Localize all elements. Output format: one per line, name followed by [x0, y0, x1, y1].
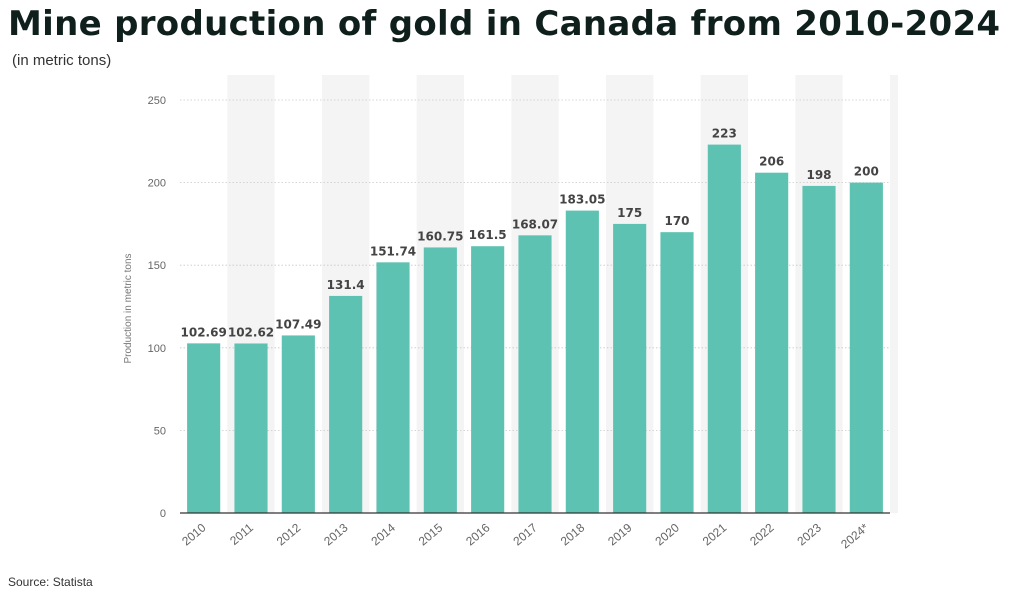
x-tick-label: 2018 [558, 520, 588, 548]
bar [423, 247, 457, 514]
chart-subtitle: (in metric tons) [12, 52, 112, 69]
bar [565, 210, 599, 514]
bar [707, 144, 741, 513]
x-tick-label: 2014 [368, 520, 398, 548]
x-tick-label: 2011 [227, 520, 256, 548]
x-tick-label: 2015 [416, 520, 446, 548]
bar [660, 232, 694, 513]
bar-value-label: 200 [854, 165, 879, 179]
bar-value-label: 168.07 [512, 217, 558, 231]
bar [376, 262, 410, 513]
bar [234, 343, 268, 513]
bar [755, 172, 789, 514]
x-tick-label: 2020 [652, 520, 682, 548]
bar-value-label: 131.4 [327, 278, 365, 292]
x-tick-label: 2013 [321, 520, 351, 548]
bar [613, 223, 647, 513]
bar-value-label: 107.49 [275, 317, 321, 331]
bar [802, 185, 836, 514]
x-tick-label: 2010 [179, 520, 209, 548]
background-bands [227, 75, 898, 513]
x-tick-label: 2023 [794, 520, 824, 548]
background-band [890, 75, 898, 513]
bar-value-label: 175 [617, 206, 642, 220]
bar-value-label: 198 [806, 168, 831, 182]
source-note: Source: Statista [8, 575, 93, 589]
bar-value-label: 206 [759, 155, 784, 169]
y-tick-label: 100 [148, 343, 166, 355]
y-tick-label: 200 [148, 178, 166, 190]
bar [329, 295, 363, 513]
bar-value-label: 160.75 [417, 229, 463, 243]
x-tick-label: 2012 [274, 520, 304, 548]
bar-value-label: 161.5 [469, 228, 507, 242]
bar [849, 182, 883, 513]
bar-value-label: 170 [664, 214, 689, 228]
x-axis-ticks: 2010 2011 2012 2013 2014 2015 2016 2017 2018 2019… [179, 520, 871, 551]
y-tick-label: 150 [148, 260, 166, 272]
x-tick-label: 2024* [838, 520, 871, 551]
y-tick-label: 250 [148, 95, 166, 107]
bar [187, 343, 221, 513]
x-tick-label: 2017 [510, 520, 540, 548]
bar-value-label: 151.74 [370, 244, 416, 258]
bar [471, 246, 505, 513]
bar-value-label: 102.69 [181, 325, 227, 339]
x-tick-label: 2022 [747, 520, 777, 548]
y-axis-label: Production in metric tons [123, 253, 134, 363]
x-tick-label: 2019 [605, 520, 635, 548]
x-tick-label: 2016 [463, 520, 493, 548]
y-tick-label: 50 [154, 425, 166, 437]
bar-value-label: 102.62 [228, 325, 274, 339]
y-tick-label: 0 [160, 508, 166, 520]
bar [518, 235, 552, 513]
bar [281, 335, 315, 513]
chart-title: Mine production of gold in Canada from 2… [8, 4, 1001, 44]
bar-value-label: 223 [712, 127, 737, 141]
y-axis-ticks: 0 50 100 150 200 250 [148, 95, 166, 520]
x-tick-label: 2021 [700, 520, 730, 548]
bar-value-label: 183.05 [559, 193, 605, 207]
bars [187, 144, 883, 514]
